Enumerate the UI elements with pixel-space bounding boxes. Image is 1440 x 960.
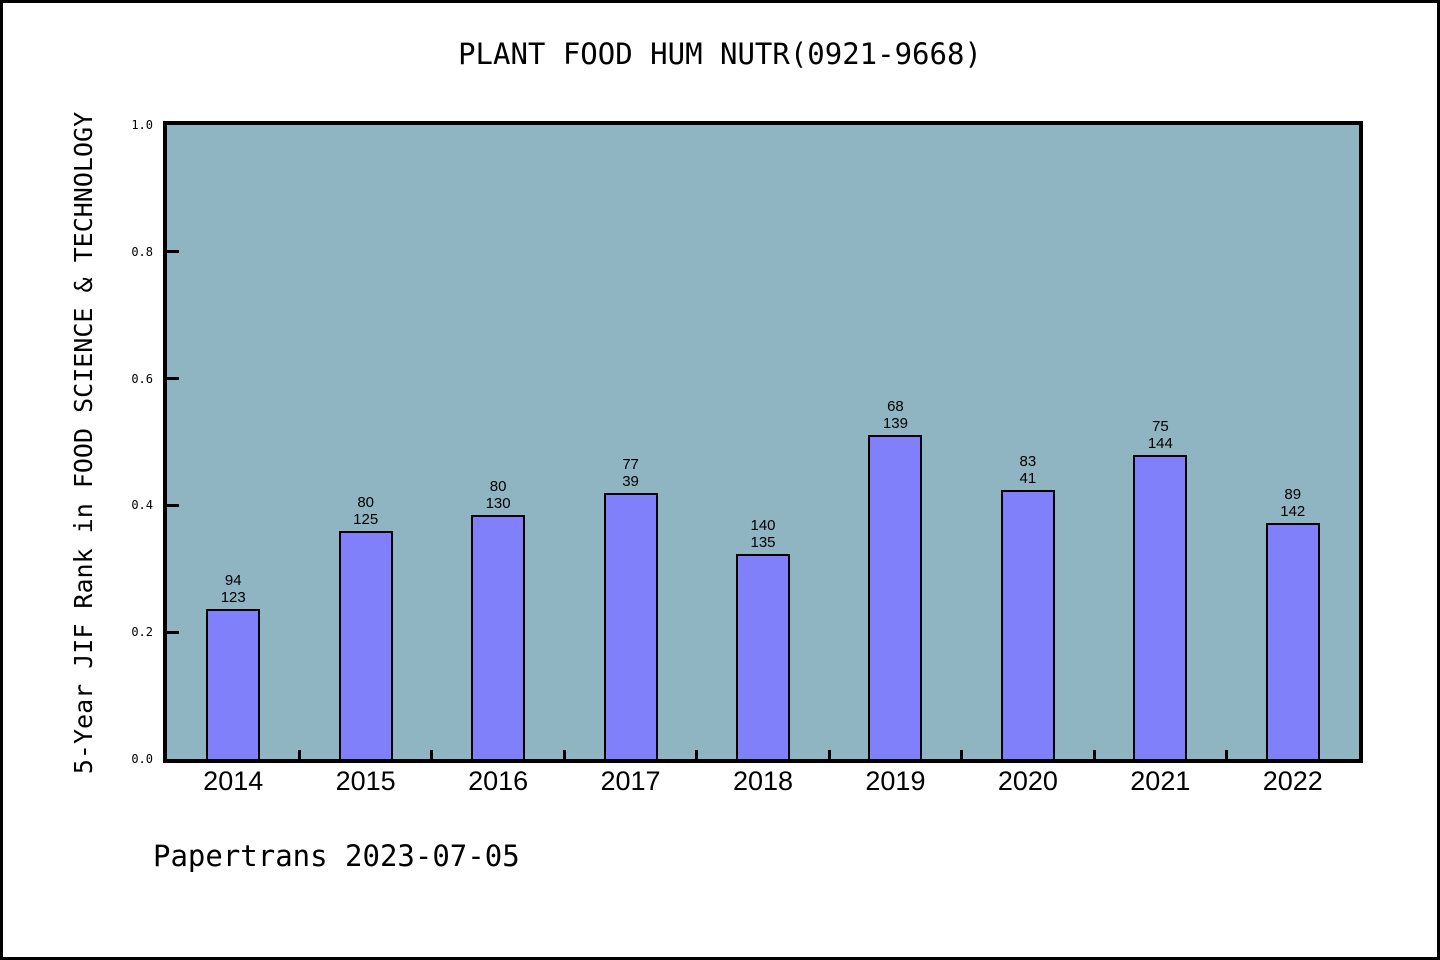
- bar-2021: [1133, 455, 1188, 759]
- x-minor-tick: [562, 750, 566, 759]
- y-axis-label: 5-Year JIF Rank in FOOD SCIENCE & TECHNO…: [69, 111, 98, 775]
- y-tick: [167, 503, 179, 507]
- x-minor-tick: [1225, 750, 1229, 759]
- x-minor-tick: [430, 750, 434, 759]
- bar-value-label: 68 139: [882, 398, 908, 432]
- x-minor-tick: [960, 750, 964, 759]
- y-tick: [167, 630, 179, 634]
- y-tick-label: 0.0: [131, 752, 153, 766]
- x-tick-label-2020: 2020: [997, 766, 1058, 796]
- bar-value-label: 75 144: [1147, 418, 1173, 452]
- footer-credit: Papertrans 2023-07-05: [153, 839, 520, 873]
- bar-2017: [603, 493, 658, 759]
- y-tick: [167, 250, 179, 254]
- bar-2015: [338, 531, 393, 759]
- y-tick-label: 0.2: [131, 625, 153, 640]
- x-minor-tick: [695, 750, 699, 759]
- bar-2016: [471, 515, 526, 759]
- plot-area: 94 123 80 125 80 130 77 39 140 135 68 139 83 41 75 144 8…: [163, 121, 1363, 763]
- bar-2022: [1265, 523, 1320, 759]
- bar-2014: [206, 609, 261, 759]
- x-minor-tick: [1092, 750, 1096, 759]
- x-tick-label-2021: 2021: [1130, 766, 1191, 796]
- bar-value-label: 80 130: [485, 478, 511, 512]
- x-minor-tick: [297, 750, 301, 759]
- y-tick-label: 0.4: [131, 498, 153, 513]
- x-tick-label-2019: 2019: [865, 766, 926, 796]
- y-tick-label: 0.6: [131, 371, 153, 386]
- x-tick-label-2018: 2018: [732, 766, 794, 796]
- bar-value-label: 140 135: [750, 517, 776, 551]
- y-tick-label: 0.8: [131, 244, 153, 259]
- y-tick-label: 1.0: [131, 118, 153, 132]
- bar-value-label: 83 41: [1019, 453, 1037, 487]
- bar-value-label: 89 142: [1280, 486, 1306, 520]
- x-tick-label-2017: 2017: [600, 766, 661, 796]
- bar-value-label: 94 123: [220, 572, 246, 606]
- bar-value-label: 80 125: [353, 494, 379, 528]
- bar-2020: [1000, 490, 1055, 759]
- bar-2019: [868, 435, 923, 759]
- y-tick: [167, 377, 179, 381]
- bar-2018: [736, 554, 790, 759]
- x-tick-label-2014: 2014: [203, 766, 264, 796]
- x-tick-label-2016: 2016: [468, 766, 529, 796]
- x-minor-tick: [827, 750, 831, 759]
- bar-value-label: 77 39: [622, 456, 639, 490]
- x-tick-label-2015: 2015: [335, 766, 396, 796]
- chart-title: PLANT FOOD HUM NUTR(0921-9668): [458, 37, 982, 71]
- x-tick-label-2022: 2022: [1262, 766, 1323, 796]
